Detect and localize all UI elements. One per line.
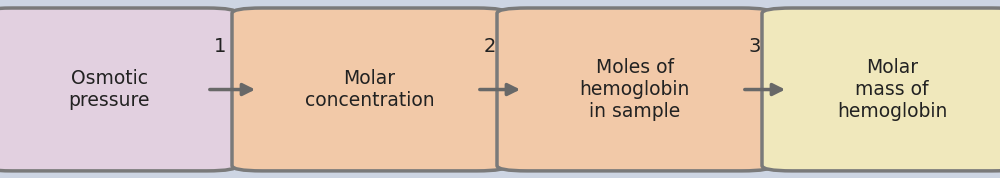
FancyBboxPatch shape [762, 8, 1000, 171]
FancyBboxPatch shape [497, 8, 772, 171]
Text: Moles of
hemoglobin
in sample: Moles of hemoglobin in sample [579, 58, 690, 121]
Text: 1: 1 [214, 37, 226, 56]
FancyBboxPatch shape [232, 8, 507, 171]
Text: 2: 2 [484, 37, 496, 56]
Text: 3: 3 [749, 37, 761, 56]
FancyBboxPatch shape [0, 8, 237, 171]
Text: Osmotic
pressure: Osmotic pressure [69, 69, 150, 110]
Text: Molar
concentration: Molar concentration [305, 69, 434, 110]
Text: Molar
mass of
hemoglobin: Molar mass of hemoglobin [837, 58, 947, 121]
